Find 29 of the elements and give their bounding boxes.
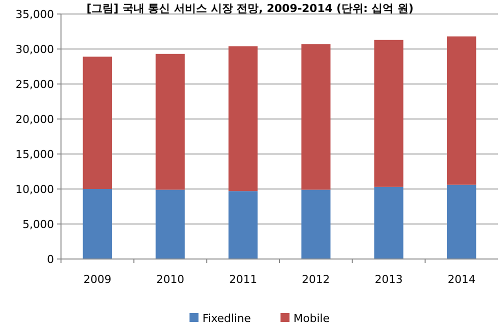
x-tick-label: 2009 bbox=[83, 273, 112, 286]
bar bbox=[156, 190, 185, 259]
y-tick-label: 0 bbox=[47, 253, 54, 266]
bar bbox=[301, 44, 330, 190]
x-tick-label: 2014 bbox=[448, 273, 476, 286]
x-tick-label: 2012 bbox=[302, 273, 330, 286]
bar bbox=[156, 54, 185, 190]
x-tick-label: 2011 bbox=[229, 273, 258, 286]
bar bbox=[447, 184, 476, 259]
bar bbox=[301, 190, 330, 259]
bar bbox=[374, 40, 404, 187]
bar bbox=[447, 36, 476, 185]
y-tick-label: 25,000 bbox=[16, 78, 54, 91]
y-tick-label: 5,000 bbox=[22, 218, 54, 231]
x-tick-label: 2010 bbox=[156, 273, 184, 286]
x-tick-label: 2013 bbox=[374, 273, 403, 286]
legend-label: Fixedline bbox=[202, 312, 252, 325]
bar bbox=[82, 189, 112, 259]
y-tick-label: 20,000 bbox=[16, 113, 54, 126]
bar bbox=[228, 191, 258, 259]
chart-title: [그림] 국내 통신 서비스 시장 전망, 2009-2014 (단위: 십억 원) bbox=[86, 2, 414, 15]
y-tick-label: 30,000 bbox=[16, 43, 54, 56]
bar bbox=[374, 186, 404, 259]
y-tick-label: 35,000 bbox=[16, 8, 54, 21]
y-tick-label: 15,000 bbox=[16, 148, 54, 161]
y-tick-label: 10,000 bbox=[16, 183, 54, 196]
legend-label: Mobile bbox=[294, 312, 330, 325]
bar bbox=[82, 56, 112, 189]
bar bbox=[228, 46, 258, 192]
